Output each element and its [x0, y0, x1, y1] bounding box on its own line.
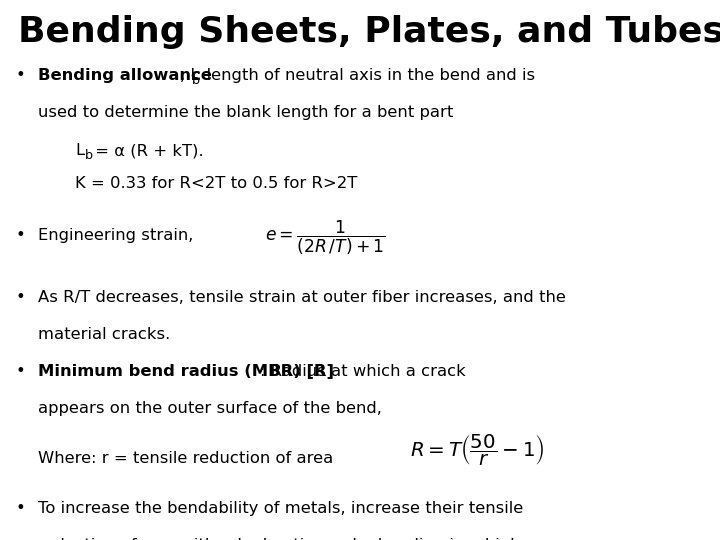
Text: = α (R + kT).: = α (R + kT).: [89, 143, 203, 158]
Text: •: •: [15, 68, 24, 83]
Text: , L: , L: [180, 68, 199, 83]
Text: •: •: [15, 228, 24, 243]
Text: material cracks.: material cracks.: [38, 327, 170, 342]
Text: •: •: [15, 290, 24, 305]
Text: Bending Sheets, Plates, and Tubes: Bending Sheets, Plates, and Tubes: [18, 15, 720, 49]
Text: b: b: [192, 73, 199, 86]
Text: : Radius at which a crack: : Radius at which a crack: [260, 364, 466, 379]
Text: •: •: [15, 501, 24, 516]
Text: used to determine the blank length for a bent part: used to determine the blank length for a…: [38, 105, 454, 120]
Text: To increase the bendability of metals, increase their tensile: To increase the bendability of metals, i…: [38, 501, 523, 516]
Text: $R = T\left(\dfrac{50}{r}-1\right)$: $R = T\left(\dfrac{50}{r}-1\right)$: [410, 433, 544, 468]
Text: Where: r = tensile reduction of area: Where: r = tensile reduction of area: [38, 451, 333, 466]
Text: Engineering strain,: Engineering strain,: [38, 228, 194, 243]
Text: L: L: [75, 143, 84, 158]
Text: As R/T decreases, tensile strain at outer fiber increases, and the: As R/T decreases, tensile strain at oute…: [38, 290, 566, 305]
Text: : length of neutral axis in the bend and is: : length of neutral axis in the bend and…: [196, 68, 535, 83]
Text: reduction of area either by heating or by bending in a high-: reduction of area either by heating or b…: [38, 538, 526, 540]
Text: b: b: [84, 148, 93, 161]
Text: appears on the outer surface of the bend,: appears on the outer surface of the bend…: [38, 401, 382, 416]
Text: Bending allowance: Bending allowance: [38, 68, 212, 83]
Text: Minimum bend radius (MBR) [R]: Minimum bend radius (MBR) [R]: [38, 364, 334, 379]
Text: K = 0.33 for R<2T to 0.5 for R>2T: K = 0.33 for R<2T to 0.5 for R>2T: [75, 176, 357, 191]
Text: $e = \dfrac{1}{(2R\,/T)+1}$: $e = \dfrac{1}{(2R\,/T)+1}$: [265, 219, 386, 258]
Text: •: •: [15, 364, 24, 379]
